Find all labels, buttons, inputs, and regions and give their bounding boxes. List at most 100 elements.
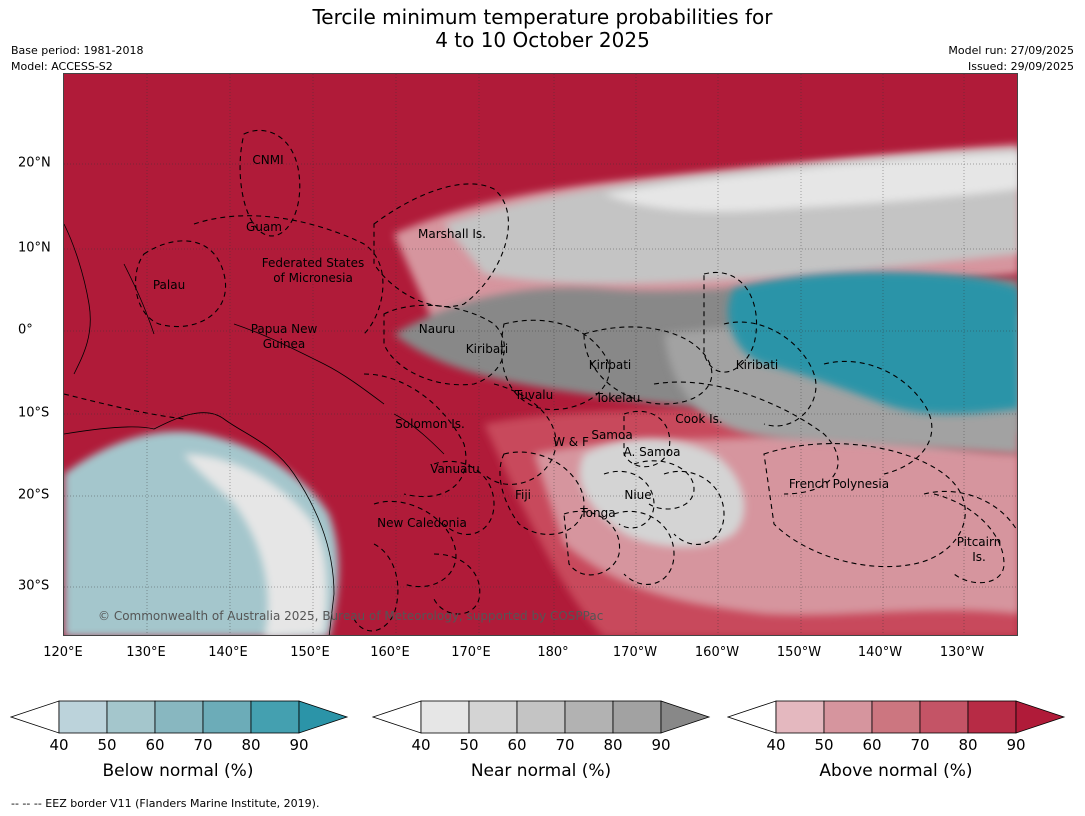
model-run: Model run: 27/09/2025: [948, 44, 1074, 57]
colorbar-segment: [967, 700, 1017, 734]
issued-date: Issued: 29/09/2025: [967, 60, 1074, 73]
label-kiribati-central: Kiribati: [588, 358, 632, 372]
cbar-below-tick: 70: [193, 736, 213, 754]
label-cook-islands: Cook Is.: [675, 412, 723, 426]
cbar-above-tick: 50: [814, 736, 834, 754]
label-wallis-futuna: W & F: [553, 435, 589, 449]
cbar-near-tick: 90: [651, 736, 671, 754]
colorbar-near-normal: [372, 700, 711, 734]
cbar-below-tick: 90: [289, 736, 309, 754]
below-normal-east-patch: [728, 272, 1017, 414]
label-png-line2: Guinea: [262, 337, 306, 351]
eez-borders: [64, 129, 1017, 632]
colorbar-segment: [250, 700, 300, 734]
label-niue: Niue: [624, 488, 652, 502]
colorbar-below-normal: [10, 700, 349, 734]
colorbar-segment: [154, 700, 204, 734]
label-guam: Guam: [246, 220, 282, 234]
label-french-polynesia: French Polynesia: [788, 477, 890, 491]
cbar-above-tick: 60: [862, 736, 882, 754]
x-tick-170e: 170°E: [451, 645, 491, 660]
label-palau: Palau: [152, 278, 186, 292]
copyright-notice: © Commonwealth of Australia 2025, Bureau…: [98, 609, 604, 623]
base-period: Base period: 1981-2018: [11, 44, 144, 57]
colorbar-segment: [58, 700, 108, 734]
label-marshall-islands: Marshall Is.: [418, 227, 486, 241]
label-png-line1: Papua New: [250, 322, 318, 336]
coastlines: [64, 223, 445, 635]
label-tokelau: Tokelau: [595, 391, 641, 405]
near-normal-south-patch: [579, 439, 745, 548]
y-tick-20n: 20°N: [18, 155, 51, 171]
label-tuvalu: Tuvalu: [514, 388, 554, 402]
cbar-below-tick: 80: [241, 736, 261, 754]
title-line-2: 4 to 10 October 2025: [435, 28, 650, 52]
label-fsm-line2: of Micronesia: [273, 271, 353, 285]
cbar-near-tick: 80: [603, 736, 623, 754]
label-cnmi: CNMI: [252, 153, 284, 167]
colorbar-segment: [420, 700, 470, 734]
graticule: [64, 74, 1017, 635]
y-tick-0: 0°: [18, 322, 33, 338]
cbar-near-tick: 40: [411, 736, 431, 754]
colorbar-segment: [106, 700, 156, 734]
cbar-below-tick: 50: [97, 736, 117, 754]
colorbar-segment: [202, 700, 252, 734]
map-title: Tercile minimum temperature probabilitie…: [0, 6, 1085, 52]
cbar-above-tick: 70: [910, 736, 930, 754]
label-pitcairn-line1: Pitcairn: [956, 535, 1002, 549]
colorbar-above-normal: [727, 700, 1066, 734]
colorbar-segment: [564, 700, 614, 734]
cbar-near-tick: 60: [507, 736, 527, 754]
y-tick-20s: 20°S: [18, 487, 50, 503]
cbar-above-tick: 40: [766, 736, 786, 754]
label-kiribati-east: Kiribati: [735, 358, 779, 372]
label-solomon-islands: Solomon Is.: [395, 417, 465, 431]
colorbar-segment: [823, 700, 873, 734]
title-line-1: Tercile minimum temperature probabilitie…: [312, 5, 773, 29]
x-tick-160w: 160°W: [694, 645, 740, 660]
meta-left: Base period: 1981-2018 Model: ACCESS-S2: [11, 43, 143, 75]
cbar-near-tick: 50: [459, 736, 479, 754]
y-tick-30s: 30°S: [18, 578, 50, 594]
label-samoa: Samoa: [591, 428, 633, 442]
colorbar-segment: [775, 700, 825, 734]
colorbar-segment: [612, 700, 662, 734]
colorbar-segment: [516, 700, 566, 734]
colorbar-label-above: Above normal (%): [819, 761, 973, 781]
x-tick-140e: 140°E: [208, 645, 248, 660]
cbar-near-tick: 70: [555, 736, 575, 754]
x-tick-150e: 150°E: [290, 645, 330, 660]
x-tick-180: 180°: [537, 645, 569, 660]
label-fiji: Fiji: [514, 488, 532, 502]
label-pitcairn-line2: Is.: [972, 550, 986, 564]
cbar-below-tick: 60: [145, 736, 165, 754]
colorbar-low-extension: [727, 700, 777, 734]
label-new-caledonia: New Caledonia: [377, 516, 467, 530]
x-tick-170w: 170°W: [612, 645, 658, 660]
map-panel: [63, 73, 1018, 636]
label-vanuatu: Vanuatu: [430, 462, 480, 476]
near-normal-north-light: [604, 152, 1017, 212]
colorbar-high-extension: [298, 700, 349, 734]
meta-right: Model run: 27/09/2025 Issued: 29/09/2025: [948, 43, 1074, 75]
colorbar-high-extension: [1015, 700, 1066, 734]
y-tick-10s: 10°S: [18, 405, 50, 421]
colorbar-high-extension: [660, 700, 711, 734]
label-tonga: Tonga: [580, 506, 616, 520]
colorbar-label-near: Near normal (%): [470, 761, 612, 781]
x-tick-150w: 150°W: [776, 645, 822, 660]
colorbar-segment: [871, 700, 921, 734]
label-american-samoa: A. Samoa: [623, 445, 681, 459]
below-normal-australia-light: [184, 454, 327, 635]
x-tick-140w: 140°W: [857, 645, 903, 660]
x-tick-120e: 120°E: [43, 645, 83, 660]
label-nauru: Nauru: [418, 322, 456, 336]
colorbar-segment: [919, 700, 969, 734]
colorbar-label-below: Below normal (%): [102, 761, 254, 781]
cbar-below-tick: 40: [49, 736, 69, 754]
x-tick-160e: 160°E: [370, 645, 410, 660]
colorbar-low-extension: [372, 700, 422, 734]
cbar-above-tick: 90: [1006, 736, 1026, 754]
model-name: Model: ACCESS-S2: [11, 60, 113, 73]
